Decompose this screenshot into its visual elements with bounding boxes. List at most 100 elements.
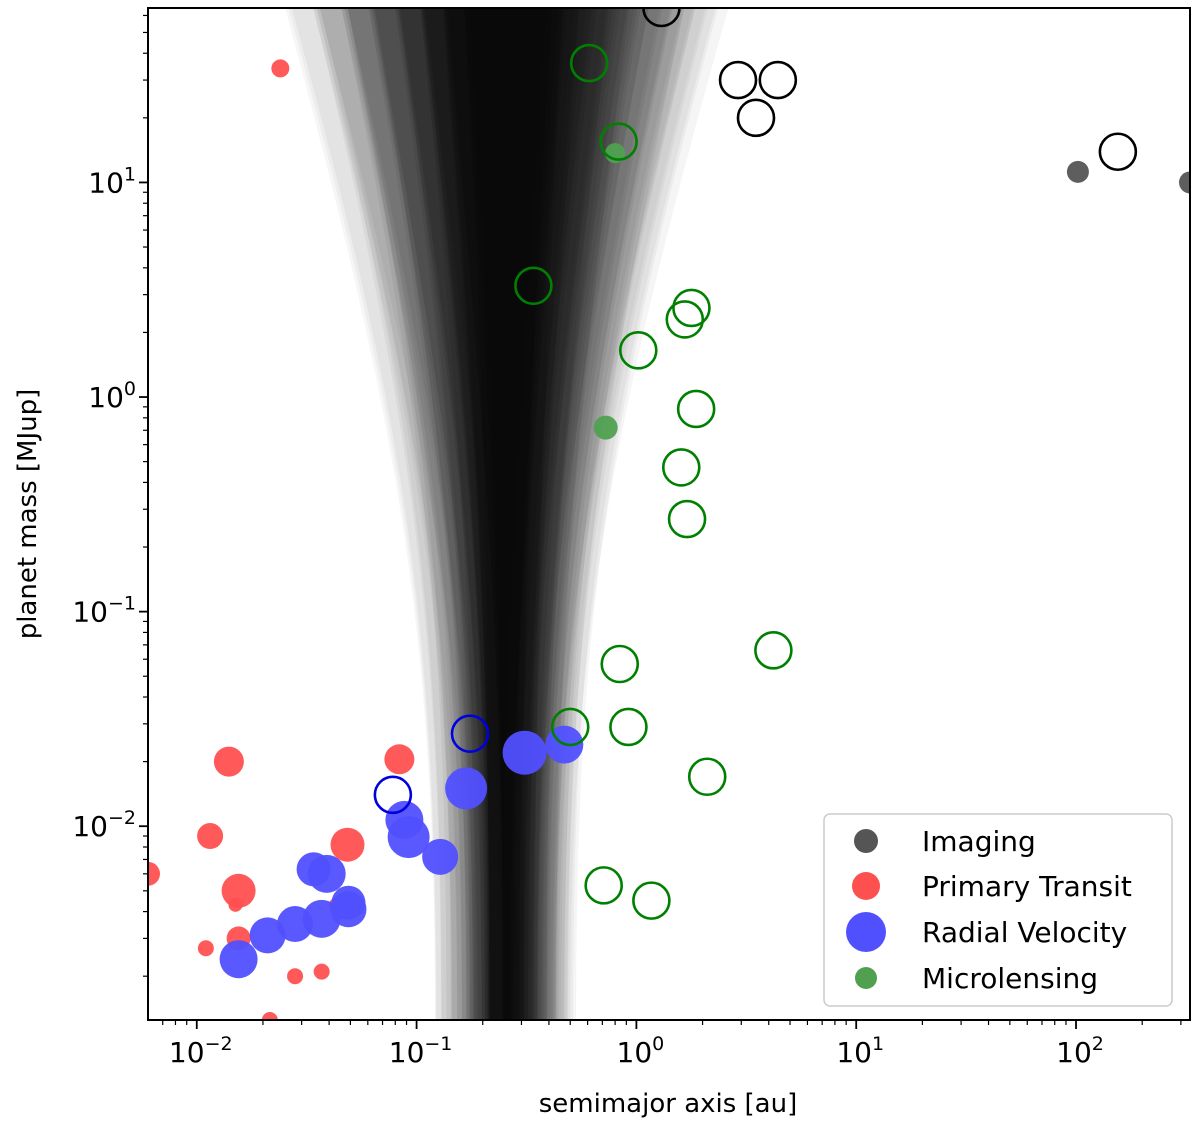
shaded-band — [397, 8, 617, 1020]
shaded-band — [347, 8, 635, 1020]
point-microlensing-open — [618, 331, 658, 370]
point-primary-transit — [197, 823, 224, 850]
legend-label-imaging: Imaging — [922, 825, 1036, 858]
shaded-band — [319, 8, 729, 1020]
point-radial-velocity-open — [373, 775, 413, 815]
y-tick-label: 10−1 — [72, 593, 136, 629]
point-radial-velocity — [330, 891, 367, 928]
point-radial-velocity — [249, 917, 286, 954]
x-tick-label: 10−1 — [389, 1033, 453, 1069]
point-primary-transit — [261, 1012, 278, 1020]
shaded-band — [313, 8, 672, 1020]
shaded-band — [422, 8, 597, 1020]
shaded-band — [395, 8, 641, 1020]
shaded-band — [423, 8, 575, 1020]
shaded-band — [344, 8, 696, 1020]
y-tick-label: 10−2 — [72, 807, 136, 843]
shaded-band — [347, 8, 670, 1020]
point-microlensing-open — [569, 43, 609, 83]
shaded-band — [399, 8, 593, 1020]
point-imaging-open — [736, 98, 776, 138]
data-points — [148, 8, 1190, 1020]
point-microlensing — [593, 415, 618, 440]
x-tick-label: 102 — [1056, 1033, 1104, 1069]
shaded-band — [467, 8, 563, 1020]
shaded-band — [400, 8, 628, 1020]
point-imaging — [1066, 160, 1089, 183]
shaded-band — [374, 8, 614, 1020]
x-tick-label: 10−2 — [169, 1033, 233, 1069]
point-microlensing-open — [754, 631, 793, 670]
x-tick-label: 101 — [836, 1033, 884, 1069]
point-microlensing-open — [514, 266, 553, 306]
point-microlensing-open — [632, 881, 671, 920]
point-microlensing-open — [672, 288, 711, 328]
shaded-band — [464, 8, 565, 1020]
legend-label-primary-transit: Primary Transit — [922, 870, 1132, 903]
shaded-band — [341, 8, 685, 1020]
shaded-band — [398, 8, 630, 1020]
legend-box — [823, 813, 1173, 1007]
point-microlensing-open — [599, 122, 638, 161]
point-radial-velocity — [307, 854, 346, 893]
shaded-band — [445, 8, 580, 1020]
point-primary-transit — [148, 861, 160, 886]
shaded-band — [320, 8, 693, 1020]
point-microlensing-open — [667, 499, 707, 539]
shaded-band — [371, 8, 638, 1020]
point-imaging-open — [1098, 132, 1138, 172]
shaded-band — [420, 8, 564, 1020]
shaded-band — [447, 8, 591, 1020]
shaded-band — [463, 8, 553, 1020]
shaded-band — [371, 8, 673, 1020]
shaded-band — [374, 8, 649, 1020]
shaded-band — [445, 8, 580, 1020]
point-radial-velocity-open — [450, 714, 490, 753]
point-microlensing-open — [600, 644, 640, 684]
point-primary-transit — [313, 963, 330, 980]
shaded-band — [420, 8, 586, 1020]
point-radial-velocity — [502, 730, 547, 775]
allowed-mass-shaded-region — [313, 8, 729, 1020]
point-radial-velocity — [387, 816, 430, 859]
shaded-band — [341, 8, 649, 1020]
shaded-band — [394, 8, 606, 1020]
point-imaging — [1179, 171, 1190, 194]
x-axis-label: semimajor axis [au] — [539, 1089, 798, 1119]
shaded-band — [316, 8, 719, 1020]
axes: 10−2 10−1 100 101 102 10−2 10−1 100 101 — [72, 14, 1182, 1069]
point-primary-transit — [213, 746, 244, 777]
shaded-band — [316, 8, 682, 1020]
point-primary-transit — [271, 59, 290, 78]
shaded-band — [347, 8, 684, 1020]
point-primary-transit — [287, 968, 304, 985]
plot-frame — [147, 7, 1191, 1021]
point-microlensing-open — [665, 300, 705, 339]
point-microlensing-open — [609, 707, 648, 747]
legend-marker-radial-velocity — [846, 912, 886, 952]
legend-marker-primary-transit — [852, 872, 880, 900]
legend: Imaging Primary Transit Radial Velocity … — [823, 813, 1173, 1007]
legend-marker-imaging — [854, 829, 878, 853]
point-microlensing-open — [584, 866, 623, 905]
point-primary-transit — [384, 744, 415, 775]
legend-label-radial-velocity: Radial Velocity — [922, 916, 1127, 949]
legend-marker-microlensing — [855, 967, 877, 989]
point-primary-transit — [330, 827, 365, 862]
point-radial-velocity — [422, 838, 459, 875]
shaded-band — [421, 8, 621, 1020]
shaded-band — [425, 8, 609, 1020]
legend-label-microlensing: Microlensing — [922, 962, 1098, 995]
y-axis-label: planet mass [MJup] — [13, 389, 43, 640]
shaded-band — [442, 8, 547, 1020]
shaded-band — [423, 8, 610, 1020]
x-tick-label: 100 — [617, 1033, 665, 1069]
point-radial-velocity — [219, 940, 258, 979]
point-imaging-open — [642, 8, 681, 28]
point-microlensing-open — [676, 389, 716, 429]
point-primary-transit — [228, 897, 243, 912]
point-microlensing-open — [687, 757, 727, 797]
point-imaging-open — [718, 60, 758, 100]
shaded-band — [443, 8, 568, 1020]
